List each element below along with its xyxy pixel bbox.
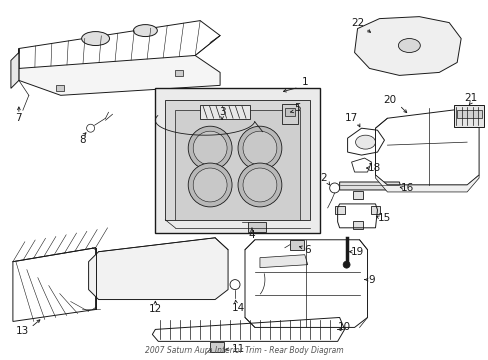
Circle shape xyxy=(343,261,349,268)
Bar xyxy=(200,105,249,119)
Text: 22: 22 xyxy=(350,18,364,28)
Ellipse shape xyxy=(355,135,375,149)
Ellipse shape xyxy=(81,32,109,45)
Polygon shape xyxy=(339,182,401,190)
Bar xyxy=(281,104,297,124)
Text: 7: 7 xyxy=(16,113,22,123)
Bar xyxy=(165,100,309,220)
Text: 4: 4 xyxy=(248,230,255,240)
Text: 18: 18 xyxy=(367,163,380,173)
Polygon shape xyxy=(175,110,299,220)
Text: 21: 21 xyxy=(464,93,477,103)
Text: 11: 11 xyxy=(231,345,244,354)
Polygon shape xyxy=(354,17,460,75)
Polygon shape xyxy=(260,255,307,268)
Text: 8: 8 xyxy=(79,135,86,145)
Text: 10: 10 xyxy=(337,323,350,332)
Text: 2007 Saturn Aura Interior Trim - Rear Body Diagram: 2007 Saturn Aura Interior Trim - Rear Bo… xyxy=(144,346,343,355)
Text: 16: 16 xyxy=(400,183,413,193)
Text: 6: 6 xyxy=(304,245,310,255)
Bar xyxy=(155,88,319,233)
Bar xyxy=(289,240,303,250)
Text: 14: 14 xyxy=(231,302,244,312)
Bar xyxy=(352,221,362,229)
Circle shape xyxy=(188,163,232,207)
Bar xyxy=(56,85,63,91)
Bar xyxy=(210,342,224,352)
Ellipse shape xyxy=(398,39,420,53)
Polygon shape xyxy=(11,49,19,88)
Bar xyxy=(352,191,362,199)
Polygon shape xyxy=(375,175,478,192)
Circle shape xyxy=(238,163,281,207)
Text: 5: 5 xyxy=(294,103,301,113)
Circle shape xyxy=(193,168,226,202)
Text: 9: 9 xyxy=(367,275,374,285)
Text: 3: 3 xyxy=(218,107,225,117)
Text: 20: 20 xyxy=(382,95,395,105)
Text: 12: 12 xyxy=(148,305,162,315)
Circle shape xyxy=(238,126,281,170)
Bar xyxy=(370,206,380,214)
Circle shape xyxy=(193,131,226,165)
Text: 1: 1 xyxy=(301,77,307,87)
Circle shape xyxy=(243,131,276,165)
Bar xyxy=(334,206,344,214)
Bar xyxy=(453,105,483,127)
Bar xyxy=(285,108,294,116)
Bar xyxy=(247,222,265,232)
Polygon shape xyxy=(88,238,227,300)
Circle shape xyxy=(243,168,276,202)
Text: 13: 13 xyxy=(16,327,29,336)
Text: 17: 17 xyxy=(344,113,358,123)
Bar xyxy=(456,110,481,118)
Text: 2: 2 xyxy=(320,173,326,183)
Text: 19: 19 xyxy=(350,247,364,257)
Polygon shape xyxy=(19,55,220,95)
Text: 15: 15 xyxy=(377,213,390,223)
Ellipse shape xyxy=(133,24,157,37)
Bar xyxy=(175,71,183,76)
Circle shape xyxy=(188,126,232,170)
